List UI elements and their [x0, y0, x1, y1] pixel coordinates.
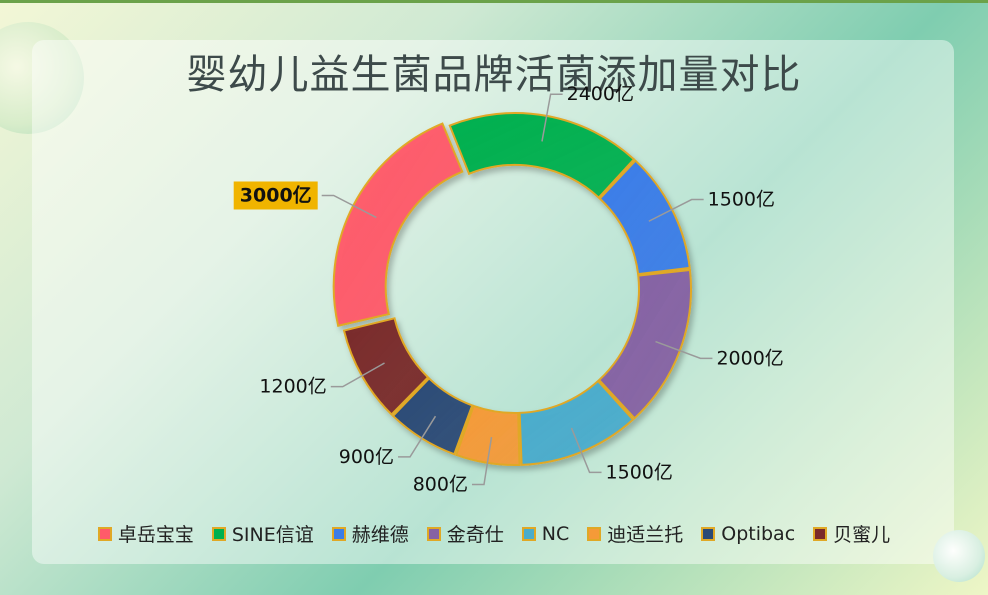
legend-label-3: 金奇仕: [446, 524, 504, 546]
legend-label-4: NC: [541, 522, 570, 545]
donut-slice-0: [332, 122, 464, 327]
donut-slice-4: [518, 379, 635, 466]
chart-title: 婴幼儿益生菌品牌活菌添加量对比: [186, 52, 802, 98]
data-label-1: 2400亿: [567, 83, 634, 105]
legend-label-7: 贝蜜儿: [833, 524, 891, 546]
chart-legend: 卓岳宝宝 SINE信谊 赫维德 金奇仕 NC 迪适兰托 Optibac 贝蜜儿: [0, 520, 988, 547]
leader-line-5: [471, 437, 493, 486]
donut-slice-7: [342, 317, 430, 416]
leader-line-3: [655, 340, 713, 360]
legend-swatch-0: [97, 526, 112, 541]
legend-label-0: 卓岳宝宝: [117, 524, 194, 546]
legend-item-7[interactable]: 贝蜜儿: [813, 520, 890, 547]
donut-slice-1: [448, 112, 636, 199]
legend-swatch-3: [426, 526, 441, 541]
legend-label-6: Optibac: [721, 522, 796, 545]
data-label-4: 1500亿: [606, 461, 673, 483]
data-label-2: 1500亿: [708, 189, 775, 211]
legend-item-5[interactable]: 迪适兰托: [587, 520, 683, 547]
legend-label-5: 迪适兰托: [607, 524, 684, 546]
legend-item-1[interactable]: SINE信谊: [211, 520, 314, 547]
donut-slice-6: [391, 377, 474, 456]
legend-item-0[interactable]: 卓岳宝宝: [97, 520, 194, 547]
donut-slice-5: [454, 404, 521, 466]
leader-line-1: [541, 93, 563, 142]
legend-swatch-5: [587, 526, 602, 541]
data-label-5: 800亿: [413, 474, 468, 496]
donut-slice-2: [598, 159, 691, 276]
legend-item-3[interactable]: 金奇仕: [426, 520, 504, 547]
legend-label-1: SINE信谊: [231, 524, 314, 546]
top-border-line: [0, 0, 988, 3]
data-label-0: 3000亿: [240, 183, 312, 206]
legend-swatch-2: [331, 526, 346, 541]
leader-line-2: [648, 198, 704, 222]
decorative-bubble-small: [933, 530, 985, 582]
legend-swatch-6: [701, 526, 716, 541]
legend-swatch-4: [521, 526, 536, 541]
legend-label-2: 赫维德: [351, 524, 409, 546]
donut-slice-3: [597, 268, 692, 420]
leader-line-6: [398, 415, 437, 458]
legend-item-2[interactable]: 赫维德: [331, 520, 409, 547]
legend-item-4[interactable]: NC: [521, 520, 570, 547]
leader-line-7: [330, 362, 385, 388]
data-label-7: 1200亿: [259, 376, 326, 398]
data-label-6: 900亿: [339, 446, 394, 468]
leader-line-0: [321, 194, 377, 219]
legend-swatch-7: [813, 526, 828, 541]
legend-item-6[interactable]: Optibac: [701, 520, 795, 547]
leader-line-4: [570, 427, 602, 474]
legend-swatch-1: [211, 526, 226, 541]
data-label-3: 2000亿: [716, 347, 783, 369]
highlight-label-box: [233, 181, 318, 210]
